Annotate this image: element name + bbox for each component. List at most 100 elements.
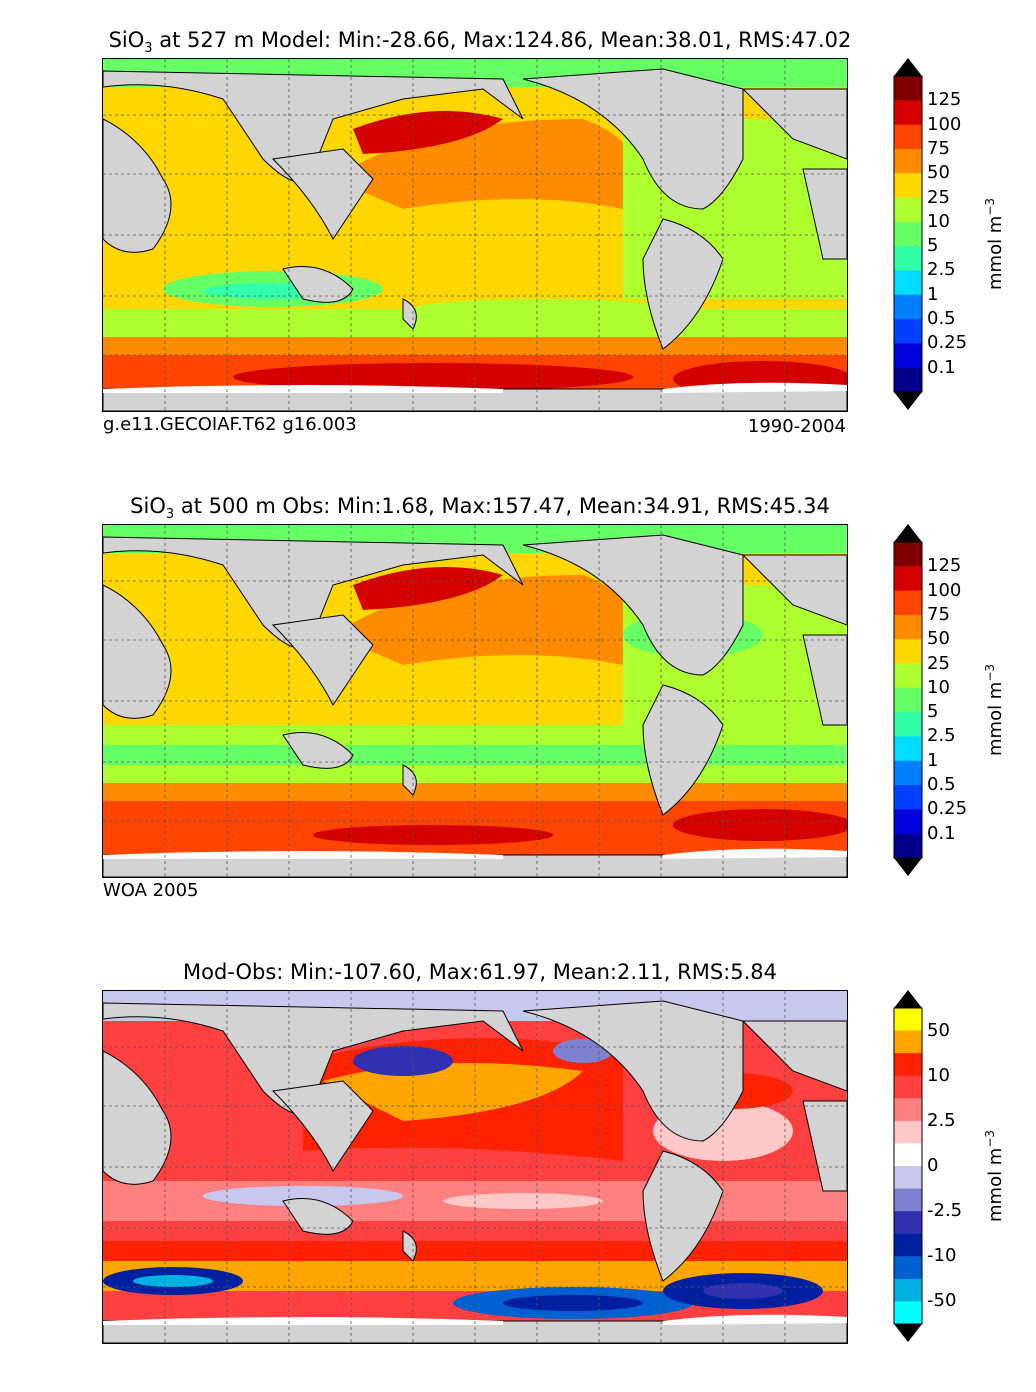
colorbar-tick-label: 25 bbox=[927, 186, 950, 208]
colorbar-segment bbox=[894, 1211, 922, 1235]
colorbar-tick-label: 5 bbox=[927, 235, 939, 257]
colorbar-tick-label: 0.25 bbox=[927, 798, 968, 820]
panel-title: SiO3 at 527 m Model: Min:-28.66, Max:124… bbox=[108, 28, 852, 57]
colorbar-segment bbox=[894, 614, 922, 640]
colorbar-tick-label: 1 bbox=[927, 283, 939, 305]
colorbar-tick-label: 10 bbox=[927, 210, 950, 232]
panel-title: SiO3 at 500 m Obs: Min:1.68, Max:157.47,… bbox=[130, 494, 830, 523]
colorbar-segment bbox=[894, 809, 922, 835]
colorbar-segment bbox=[894, 173, 922, 199]
panel-title: Mod-Obs: Min:-107.60, Max:61.97, Mean:2.… bbox=[183, 960, 777, 984]
colorbar-tick-label: 10 bbox=[927, 676, 950, 698]
colorbar-tick-label: 100 bbox=[927, 579, 962, 601]
colorbar-segment bbox=[894, 1233, 922, 1257]
colorbar-tick-label: 75 bbox=[927, 137, 950, 159]
map-diff bbox=[102, 990, 848, 1344]
colorbar-unit: mmol m−3 bbox=[983, 663, 1006, 756]
colorbar-tick-label: 2.5 bbox=[927, 1109, 956, 1131]
colorbar-extend-max bbox=[894, 990, 922, 1008]
colorbar-tick-label: 5 bbox=[927, 701, 939, 723]
colorbar-graphic bbox=[893, 524, 923, 876]
colorbar-segment bbox=[894, 833, 922, 859]
colorbar-segment bbox=[894, 736, 922, 762]
colorbar-tick-label: 0.5 bbox=[927, 308, 956, 330]
colorbar-obs: 125 100 75 50 25 10 5 2.5 1 0.5 0.25 0.1 bbox=[893, 524, 967, 882]
caption-run: g.e11.GECOIAF.T62 g16.003 bbox=[103, 414, 357, 435]
colorbar-segment bbox=[894, 590, 922, 616]
colorbar-extend-max bbox=[894, 58, 922, 76]
panel-diff: Mod-Obs: Min:-107.60, Max:61.97, Mean:2.… bbox=[0, 932, 1036, 1392]
colorbar-segment bbox=[894, 687, 922, 713]
panel-obs: SiO3 at 500 m Obs: Min:1.68, Max:157.47,… bbox=[0, 466, 1036, 926]
colorbar-segment bbox=[894, 1166, 922, 1190]
colorbar-extend-min bbox=[894, 1324, 922, 1342]
colorbar-tick-label: 100 bbox=[927, 113, 962, 135]
colorbar-graphic bbox=[893, 990, 923, 1342]
colorbar-unit: mmol m−3 bbox=[983, 1129, 1006, 1222]
colorbar-extend-min bbox=[894, 858, 922, 876]
colorbar-tick-label: -10 bbox=[927, 1245, 957, 1267]
colorbar-segment bbox=[894, 1030, 922, 1054]
panel-model: SiO3 at 527 m Model: Min:-28.66, Max:124… bbox=[0, 0, 1036, 460]
colorbar-segment bbox=[894, 1053, 922, 1077]
colorbar-unit: mmol m−3 bbox=[983, 197, 1006, 290]
colorbar-segment bbox=[894, 294, 922, 320]
colorbar-tick-label: 125 bbox=[927, 555, 962, 577]
colorbar-segment bbox=[894, 1075, 922, 1099]
colorbar-segment bbox=[894, 760, 922, 786]
map-obs-field bbox=[103, 525, 847, 877]
colorbar-segment bbox=[894, 663, 922, 689]
colorbar-tick-label: 0.1 bbox=[927, 356, 956, 378]
colorbar-segment bbox=[894, 785, 922, 810]
colorbar-segment bbox=[894, 270, 922, 296]
caption-years: 1990-2004 bbox=[747, 416, 846, 437]
colorbar-segment bbox=[894, 76, 922, 101]
colorbar-segment bbox=[894, 712, 922, 737]
colorbar-segment bbox=[894, 246, 922, 271]
colorbar-tick-label: 2.5 bbox=[927, 259, 956, 281]
colorbar-tick-label: 0.25 bbox=[927, 332, 968, 354]
colorbar-diff: 50 10 2.5 0 -2.5 -10 -50 bbox=[893, 990, 962, 1348]
colorbar-segment bbox=[894, 1120, 922, 1144]
map-model-field bbox=[103, 59, 847, 411]
colorbar-tick-label: 50 bbox=[927, 628, 950, 650]
colorbar-segment bbox=[894, 1008, 922, 1032]
colorbar-segment bbox=[894, 639, 922, 665]
colorbar-segment bbox=[894, 197, 922, 223]
colorbar-tick-label: 1 bbox=[927, 749, 939, 771]
colorbar-segment bbox=[894, 1278, 922, 1302]
colorbar-tick-label: 0 bbox=[927, 1155, 939, 1176]
colorbar-tick-label: -2.5 bbox=[927, 1200, 963, 1222]
colorbar-extend-max bbox=[894, 524, 922, 542]
colorbar-tick-label: 10 bbox=[927, 1064, 950, 1086]
colorbar-tick-label: 2.5 bbox=[927, 725, 956, 747]
colorbar-segment bbox=[894, 148, 922, 174]
colorbar-segment bbox=[894, 124, 922, 150]
colorbar-segment bbox=[894, 1188, 922, 1212]
map-obs bbox=[102, 524, 848, 878]
colorbar-segment bbox=[894, 100, 922, 126]
colorbar-extend-min bbox=[894, 392, 922, 410]
colorbar-segment bbox=[894, 319, 922, 344]
map-diff-field bbox=[103, 991, 847, 1343]
colorbar-segment bbox=[894, 1098, 922, 1122]
colorbar-tick-label: 50 bbox=[927, 1019, 950, 1041]
colorbar-segment bbox=[894, 566, 922, 592]
colorbar-segment bbox=[894, 367, 922, 393]
colorbar-segment bbox=[894, 542, 922, 567]
colorbar-tick-label: 125 bbox=[927, 89, 962, 111]
colorbar-tick-label: -50 bbox=[927, 1290, 957, 1312]
colorbar-tick-label: 25 bbox=[927, 652, 950, 674]
colorbar-segment bbox=[894, 221, 922, 247]
colorbar-tick-label: 0.5 bbox=[927, 774, 956, 796]
map-model bbox=[102, 58, 848, 412]
colorbar-segment bbox=[894, 1256, 922, 1280]
colorbar-graphic bbox=[893, 58, 923, 410]
colorbar-tick-label: 75 bbox=[927, 603, 950, 625]
caption-dataset: WOA 2005 bbox=[103, 880, 199, 901]
colorbar-segment bbox=[894, 1301, 922, 1325]
colorbar-segment bbox=[894, 1143, 922, 1167]
colorbar-model: 125 100 75 50 25 10 5 2.5 1 0.5 0.25 0.1 bbox=[893, 58, 967, 416]
colorbar-tick-label: 0.1 bbox=[927, 822, 956, 844]
colorbar-tick-label: 50 bbox=[927, 162, 950, 184]
